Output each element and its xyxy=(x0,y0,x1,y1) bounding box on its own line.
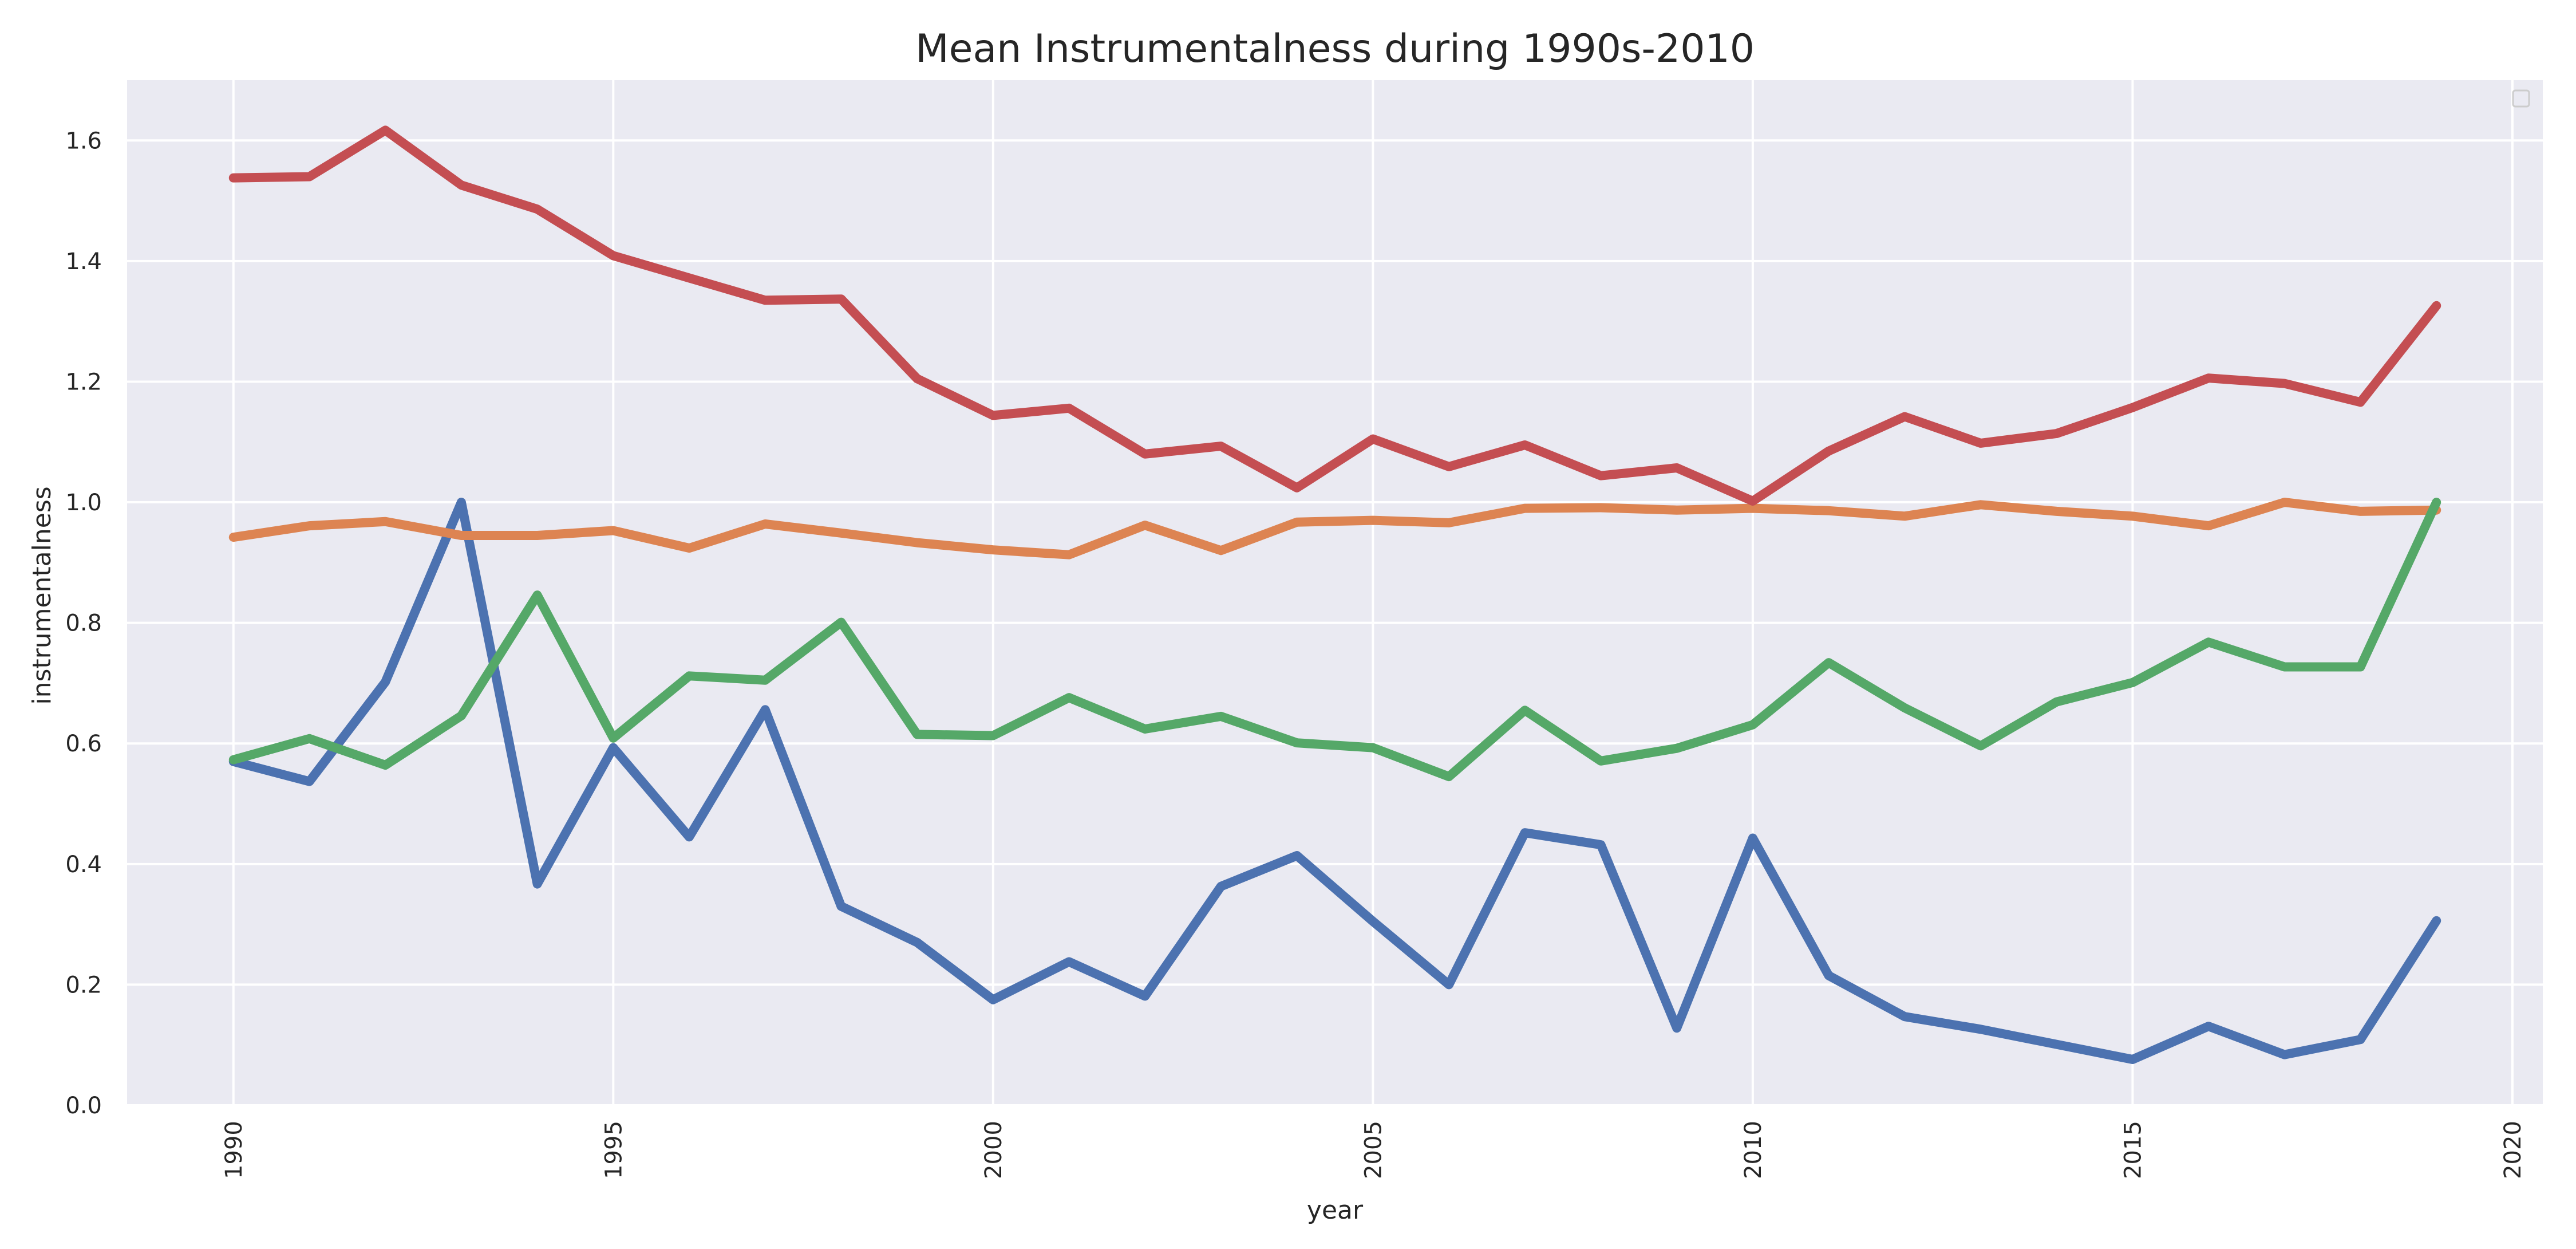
x-axis-title: year xyxy=(1307,1196,1364,1225)
y-tick-label: 1.0 xyxy=(65,490,102,516)
y-tick-label: 0.4 xyxy=(65,852,102,878)
x-tick-label: 1990 xyxy=(221,1121,247,1179)
series-line-2 xyxy=(228,498,2441,560)
x-tick-label: 2015 xyxy=(2120,1121,2146,1179)
y-tick-label: 1.2 xyxy=(65,369,102,395)
grid xyxy=(127,80,2543,1106)
series-line-4 xyxy=(228,125,2441,506)
x-tick-label: 2010 xyxy=(1740,1121,1767,1179)
y-axis-title: instrumentalness xyxy=(27,486,57,704)
y-tick-label: 0.0 xyxy=(65,1093,102,1119)
plot-background xyxy=(127,80,2543,1105)
y-tick-label: 1.4 xyxy=(65,249,102,275)
y-tick-label: 0.8 xyxy=(65,610,102,637)
series-line-3 xyxy=(228,498,2441,782)
y-tick-label: 0.2 xyxy=(65,972,102,998)
chart-title: Mean Instrumentalness during 1990s-2010 xyxy=(915,26,1755,72)
legend-box xyxy=(2512,89,2530,108)
x-tick-label: 1995 xyxy=(600,1121,627,1179)
y-tick-label: 0.6 xyxy=(65,731,102,757)
y-tick-label: 1.6 xyxy=(65,128,102,154)
y-tick-labels: 0.0 0.2 0.4 0.6 0.8 1.0 1.2 1.4 1.6 xyxy=(65,128,102,1119)
x-tick-label: 2020 xyxy=(2500,1121,2526,1179)
x-tick-label: 2005 xyxy=(1360,1121,1386,1179)
x-tick-label: 2000 xyxy=(981,1121,1007,1179)
series-lines xyxy=(228,125,2441,1064)
x-tick-labels: 1990 1995 2000 2005 2010 2015 2020 xyxy=(221,1121,2526,1179)
series-line-1 xyxy=(228,498,2441,1064)
